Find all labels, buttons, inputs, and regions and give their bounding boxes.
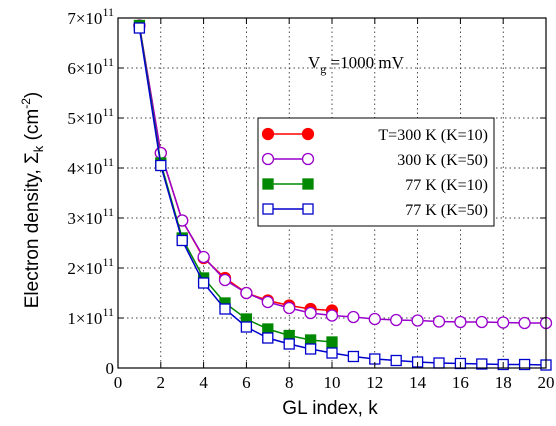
legend-marker [302, 178, 314, 190]
y-tick-label: 0 [106, 359, 115, 378]
legend-marker [301, 152, 315, 166]
series-2-point [218, 273, 232, 287]
series-4-point [283, 338, 295, 350]
series-2-point [432, 315, 446, 328]
series-2-point [304, 306, 317, 320]
y-tick-label: 6×1011 [67, 55, 114, 78]
series-2-point [497, 316, 510, 329]
x-tick-label: 10 [324, 373, 341, 392]
series-2-point [261, 295, 274, 309]
x-tick-label: 4 [199, 373, 208, 392]
series-2-point [390, 313, 403, 327]
x-tick-label: 16 [452, 373, 469, 392]
series-4-point [262, 332, 274, 344]
series-4-point [155, 159, 167, 172]
legend-box [257, 117, 495, 227]
series-4-point [240, 321, 253, 333]
series-4-point [347, 350, 360, 363]
series-3-point [326, 336, 338, 348]
series-2-point [325, 309, 339, 322]
legend-label: T=300 K (K=10) [378, 127, 488, 144]
series-2-point [197, 250, 210, 264]
x-tick-label: 0 [114, 373, 123, 392]
x-tick-label: 20 [538, 373, 555, 392]
series-4-point [304, 343, 317, 355]
legend-marker [301, 127, 315, 141]
series-2-point [454, 315, 467, 329]
legend-marker [261, 152, 275, 166]
series-2-point [154, 146, 167, 160]
series-2-point [475, 315, 488, 329]
legend-label: 300 K (K=50) [397, 152, 488, 169]
x-tick-label: 14 [409, 373, 427, 392]
series-4-point [518, 358, 531, 371]
legend-label: 77 K (K=10) [405, 177, 488, 194]
y-tick-label: 5×1011 [67, 105, 114, 128]
series-2-point [283, 301, 296, 315]
series-2-point [518, 316, 531, 330]
y-tick-label: 4×1011 [67, 155, 114, 178]
legend: T=300 K (K=10) 300 K (K=50) 77 K (K=10) 77 … [257, 117, 495, 227]
y-axis-label: Electron density, Σk (cm-2) [19, 92, 46, 309]
y-tick-label: 2×1011 [67, 255, 114, 278]
series-2 [133, 19, 553, 330]
series-2-point [411, 314, 424, 327]
x-tick-label: 8 [285, 373, 294, 392]
series-2-point [347, 310, 360, 324]
legend-marker [302, 203, 314, 215]
series-4-point [197, 277, 210, 289]
legend-marker [262, 203, 274, 215]
series-4-point [133, 22, 146, 34]
x-axis-label: GL index, k [282, 398, 378, 419]
vg-annotation: Vg =1000 mV [308, 53, 405, 76]
ticks-layer: 0 2 4 6 8 10 12 14 16 18 20 0 1×1011 2×1011 3×1011 4×10… [67, 5, 554, 392]
series-4-point [476, 358, 488, 370]
y-tick-label: 1×1011 [67, 305, 114, 328]
series-4-point [219, 303, 231, 315]
x-tick-label: 6 [242, 373, 251, 392]
series-2-point [368, 312, 381, 326]
y-tick-label: 3×1011 [67, 205, 114, 228]
series-4-point [326, 347, 338, 359]
series-4-point [433, 357, 445, 369]
legend-marker [262, 178, 274, 190]
series-2-point [240, 286, 253, 300]
y-tick-label: 7×1011 [67, 5, 114, 28]
x-tick-label: 18 [495, 373, 512, 392]
series-4-point [176, 234, 188, 247]
x-tick-label: 12 [366, 373, 383, 392]
x-tick-label: 2 [157, 373, 166, 392]
legend-label: 77 K (K=50) [405, 202, 488, 219]
legend-marker [261, 127, 275, 141]
series-4-point [390, 354, 402, 367]
